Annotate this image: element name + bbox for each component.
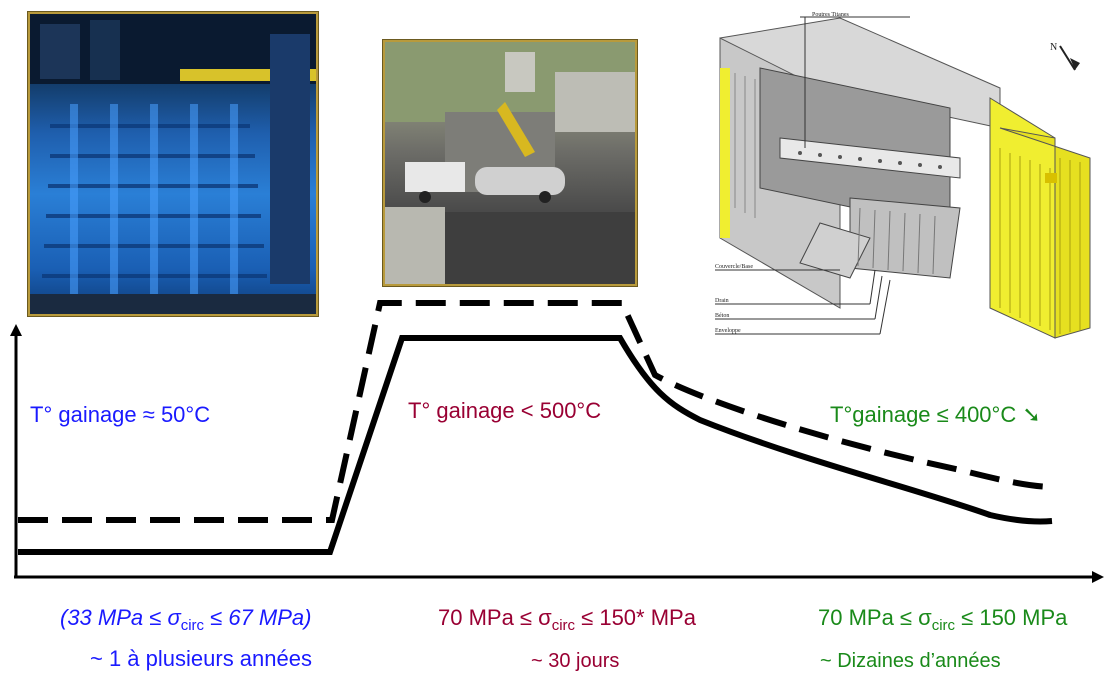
phase3-stress: 70 MPa ≤ σcirc ≤ 150 MPa — [818, 605, 1067, 639]
phase3-duration: ~ Dizaines d’années — [820, 650, 1001, 672]
phase1-stress-prefix: (33 MPa ≤ σ — [60, 605, 181, 630]
phase2-stress: 70 MPa ≤ σcirc ≤ 150* MPa — [438, 605, 696, 639]
dashed-temperature-curve — [18, 300, 1056, 523]
phase3-temperature: T°gainage ≤ 400°C ➘ — [830, 402, 1041, 428]
phase1-duration: ~ 1 à plusieurs années — [90, 646, 312, 671]
phase2-stress-suffix: ≤ 150* MPa — [575, 605, 696, 630]
legend-couvercle: Couvercle/Base — [715, 264, 753, 270]
phase3-temperature-text: T°gainage ≤ 400°C — [830, 402, 1017, 427]
storage-pool-photo — [28, 12, 318, 316]
phase1-temperature: T° gainage ≈ 50°C — [30, 402, 211, 427]
phase1-stress-suffix: ≤ 67 MPa) — [204, 605, 312, 630]
phase3-stress-prefix: 70 MPa ≤ σ — [818, 605, 932, 630]
legend-enveloppe: Enveloppe — [715, 328, 741, 334]
phase1-stress: (33 MPa ≤ σcirc ≤ 67 MPa) — [60, 605, 312, 639]
phase3-stress-suffix: ≤ 150 MPa — [955, 605, 1068, 630]
cutaway-illustration: N Poutres Titanes Couvercle/Base Drain B… — [715, 12, 1091, 339]
legend-top: Poutres Titanes — [812, 12, 850, 18]
dry-storage-cutaway: N Poutres Titanes Couvercle/Base Drain B… — [700, 8, 1110, 348]
phase2-stress-sub: circ — [551, 617, 576, 634]
arrow-down-right-icon: ➘ — [1022, 402, 1041, 427]
phase2-stress-prefix: 70 MPa ≤ σ — [438, 605, 552, 630]
legend-beton: Béton — [715, 313, 729, 319]
north-label: N — [1050, 42, 1057, 53]
phase2-temperature: T° gainage < 500°C — [408, 398, 602, 423]
transport-photo — [383, 40, 637, 286]
pool-illustration — [30, 14, 316, 314]
solid-temperature-curve — [18, 335, 1053, 555]
legend-drain: Drain — [715, 298, 729, 304]
phase3-stress-sub: circ — [931, 617, 956, 634]
phase1-stress-sub: circ — [180, 617, 205, 634]
transport-illustration — [385, 42, 635, 284]
phase2-duration: ~ 30 jours — [531, 650, 620, 672]
